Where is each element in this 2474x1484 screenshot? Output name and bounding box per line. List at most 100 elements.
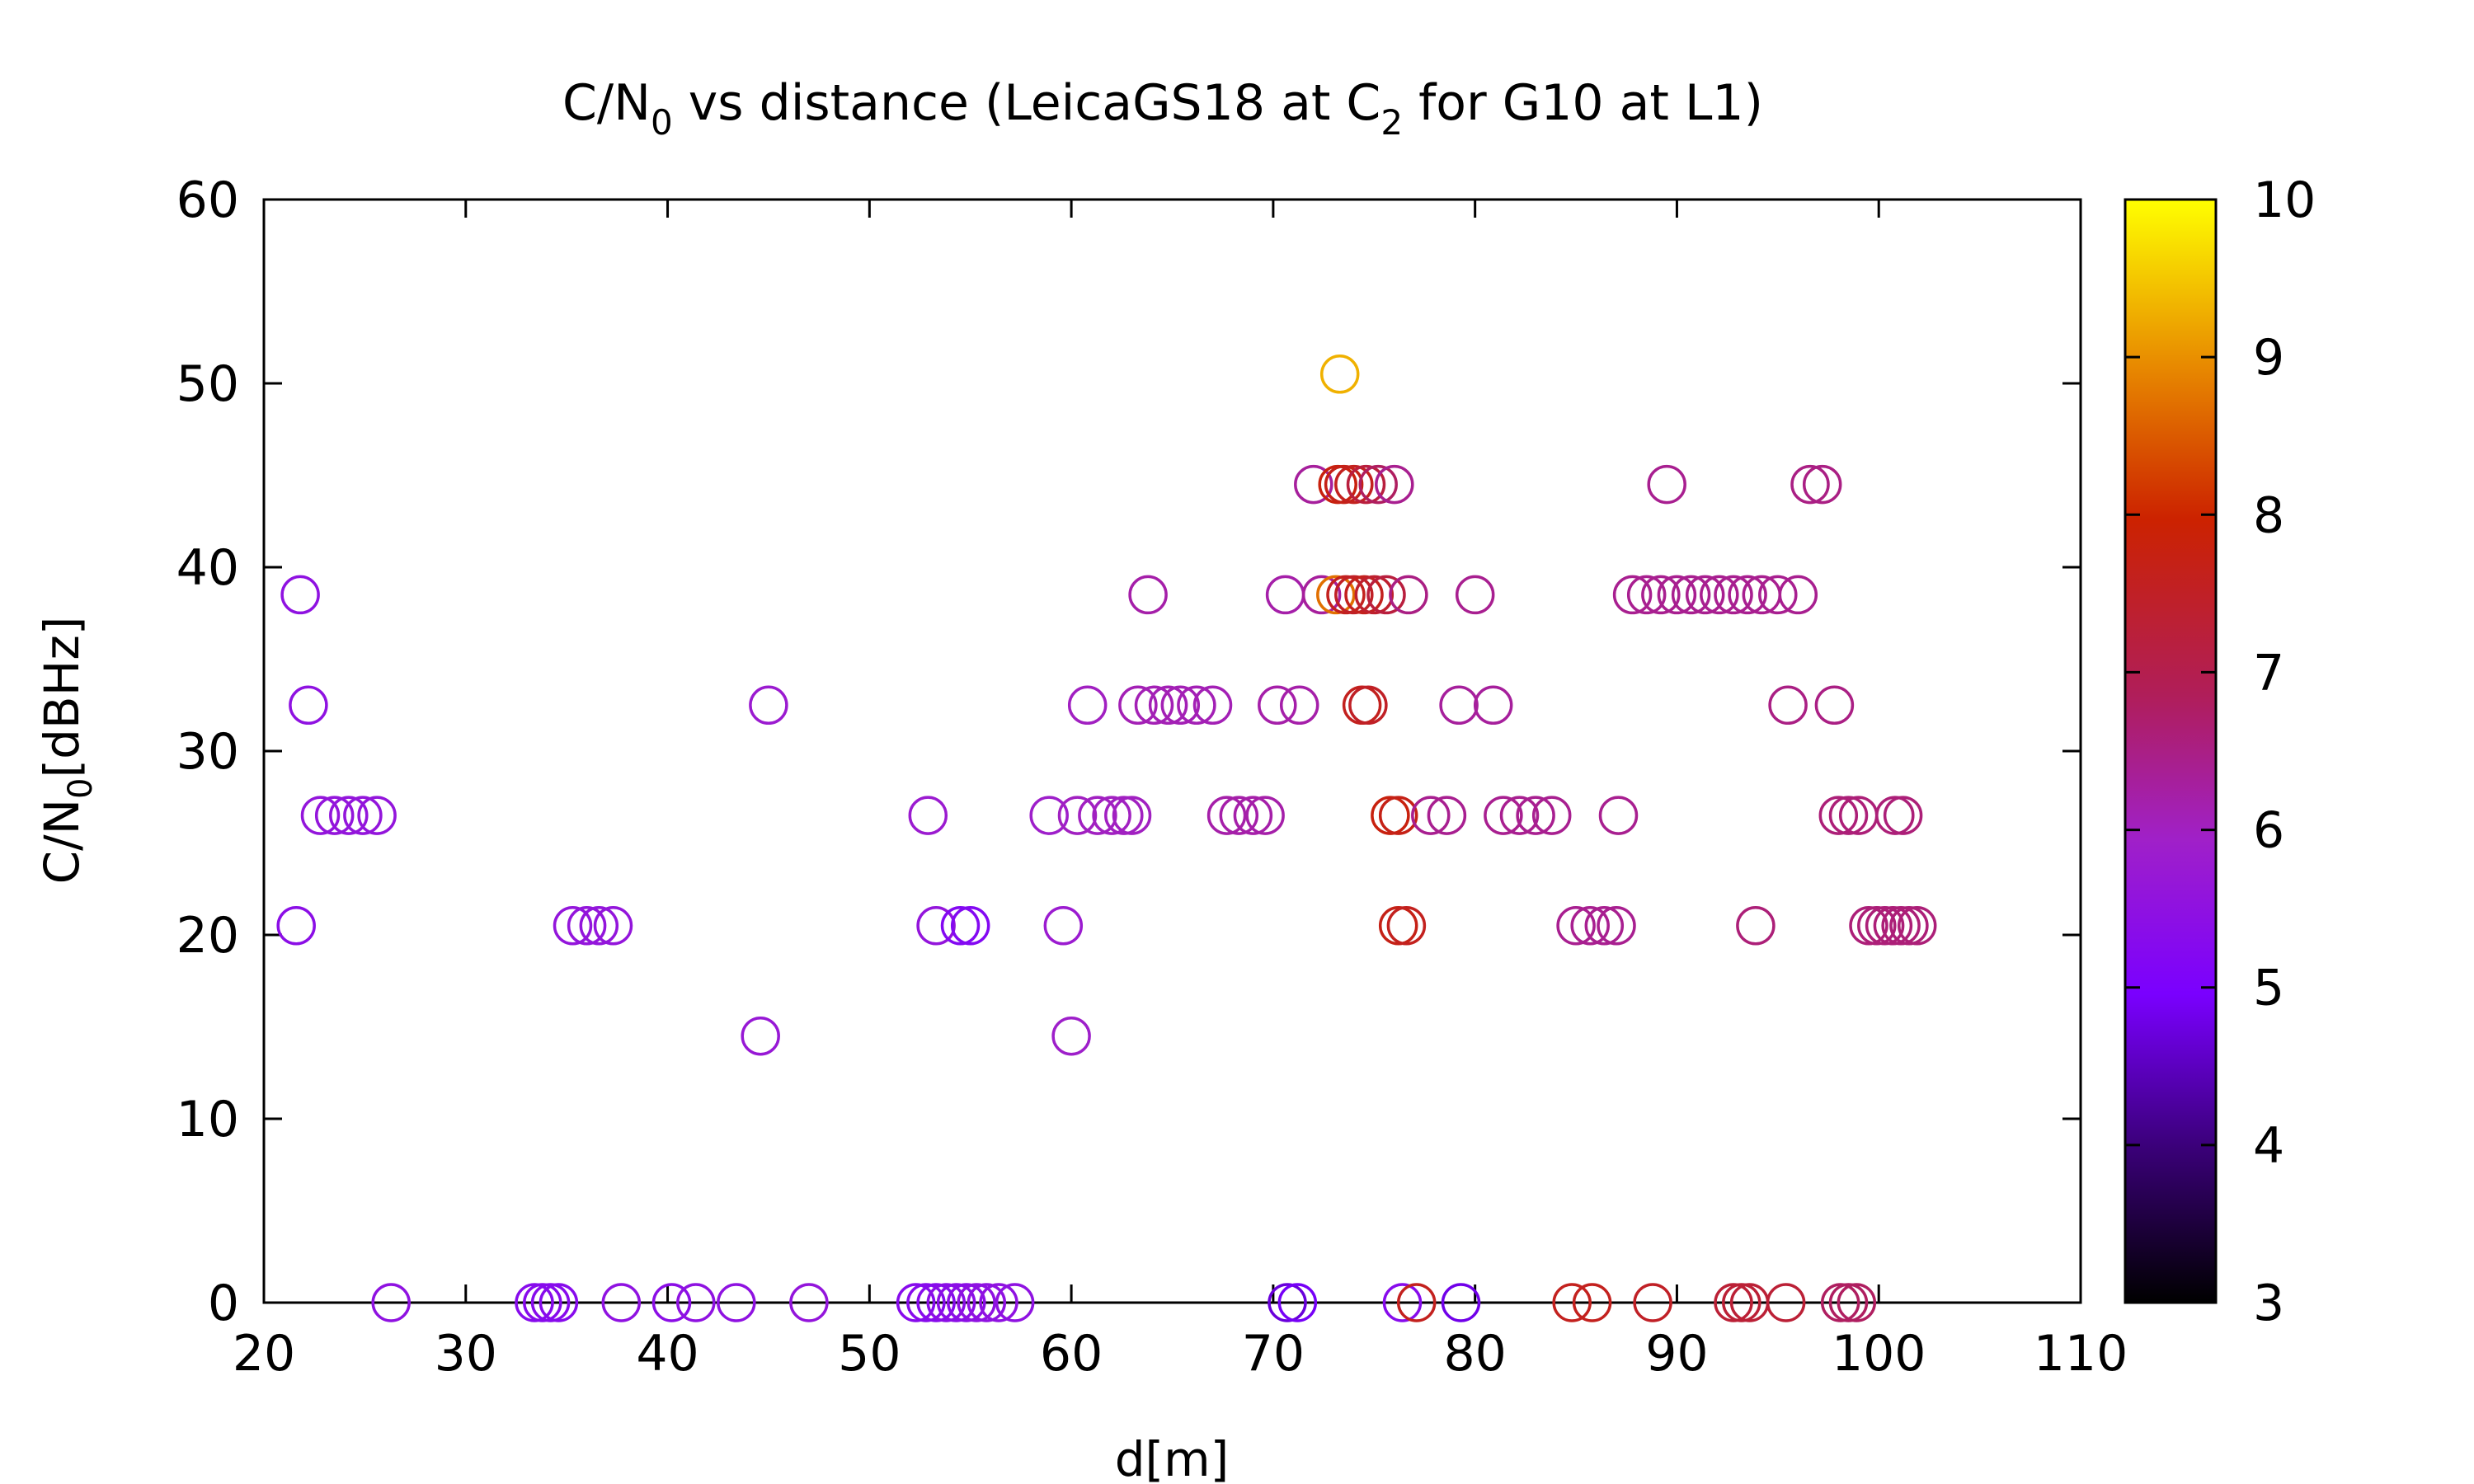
data-point [1192,685,1233,726]
data-point [1294,464,1333,505]
data-point [1160,685,1201,726]
data-point [1597,906,1636,946]
data-point [1348,685,1388,726]
colorbar-tick-label: 7 [2253,644,2284,702]
data-point [1177,685,1216,726]
data-point [651,1283,692,1322]
data-point [979,1283,1018,1322]
y-tick-labels: 0 10 20 30 40 50 60 [176,171,239,1332]
colorbar-ticks: 3 4 5 6 7 8 9 10 [2125,171,2316,1332]
data-point [1633,1283,1672,1322]
data-point [1883,796,1923,835]
data-point [1598,796,1639,835]
data-point [1233,796,1273,835]
data-point [1051,1016,1091,1056]
data-point [371,1283,411,1322]
data-point [1029,796,1069,835]
data-point [1316,575,1356,615]
data-point [957,1283,996,1322]
x-tick-label: 50 [838,1325,901,1383]
colorbar-tick-label: 10 [2253,171,2316,229]
data-point [1837,1283,1877,1322]
x-tick-label: 20 [233,1325,295,1383]
data-point [1334,575,1374,615]
data-point [1441,1283,1481,1322]
data-point [967,1283,1007,1322]
x-tick-label: 100 [1832,1325,1926,1383]
x-tick-label: 80 [1443,1325,1506,1383]
data-point [1820,1283,1860,1322]
data-point [1736,906,1776,946]
data-point [1411,796,1451,835]
data-point [1371,796,1410,835]
colorbar [2124,198,2218,1304]
data-point [579,906,619,946]
data-point [1319,355,1360,394]
data-point [1499,796,1540,835]
data-point [940,906,981,946]
data-point [1118,685,1158,726]
data-point [1790,464,1830,505]
data-point [1128,575,1168,615]
chart-title: C/N0 vs distance (LeicaGS18 at C2 for G1… [562,74,1763,143]
data-point [1685,575,1725,615]
axis-ticks [262,198,2082,1304]
y-tick-label: 40 [176,539,239,597]
data-point [1881,906,1921,946]
data-point [1758,575,1798,615]
data-point [1714,1283,1753,1322]
data-point [1570,906,1610,946]
data-point [1134,685,1174,726]
data-point [1386,906,1427,946]
x-tick-label: 70 [1242,1325,1305,1383]
data-point [947,1283,986,1322]
data-point [1378,906,1418,946]
data-point [1334,464,1374,505]
data-point [553,906,593,946]
data-point [1206,796,1247,835]
x-tick-label: 90 [1645,1325,1708,1383]
data-point [1484,796,1523,835]
data-point [896,1283,936,1322]
data-point [1875,796,1915,835]
y-tick-label: 50 [176,355,239,413]
data-point [1556,906,1596,946]
data-point [539,1283,579,1322]
data-point [1612,575,1653,615]
data-point [906,1283,946,1322]
data-point [1366,575,1406,615]
data-point [357,796,397,835]
colorbar-tick-label: 9 [2253,329,2284,387]
data-point [1849,906,1888,946]
data-point [1265,575,1305,615]
plot-area [262,198,2082,1304]
data-point [1838,796,1879,835]
data-point [1382,1283,1423,1322]
data-point [1626,575,1667,615]
data-point [1301,575,1342,615]
data-point [916,1283,956,1322]
y-axis-label: C/N0[dBHz] [34,617,100,885]
data-point [1531,796,1572,835]
colorbar-tick-label: 4 [2253,1117,2284,1175]
data-point [749,685,788,726]
data-point [1828,796,1869,835]
data-point [1268,1283,1307,1322]
data-point [1897,906,1937,946]
data-point [1814,685,1855,726]
data-point [1396,1283,1437,1322]
data-point [1092,796,1131,835]
data-point [329,796,369,835]
data-point [1078,796,1117,835]
data-point [1473,685,1513,726]
y-tick-label: 30 [176,723,239,781]
x-tick-labels: 20 30 40 50 60 70 80 90 100 110 [233,1325,2128,1383]
data-point [1818,796,1859,835]
data-point [1778,575,1818,615]
data-point [1358,464,1398,505]
data-point [995,1283,1035,1322]
x-tick-label: 60 [1040,1325,1103,1383]
data-point [1258,685,1297,726]
data-point [1657,575,1697,615]
data-point [343,796,383,835]
